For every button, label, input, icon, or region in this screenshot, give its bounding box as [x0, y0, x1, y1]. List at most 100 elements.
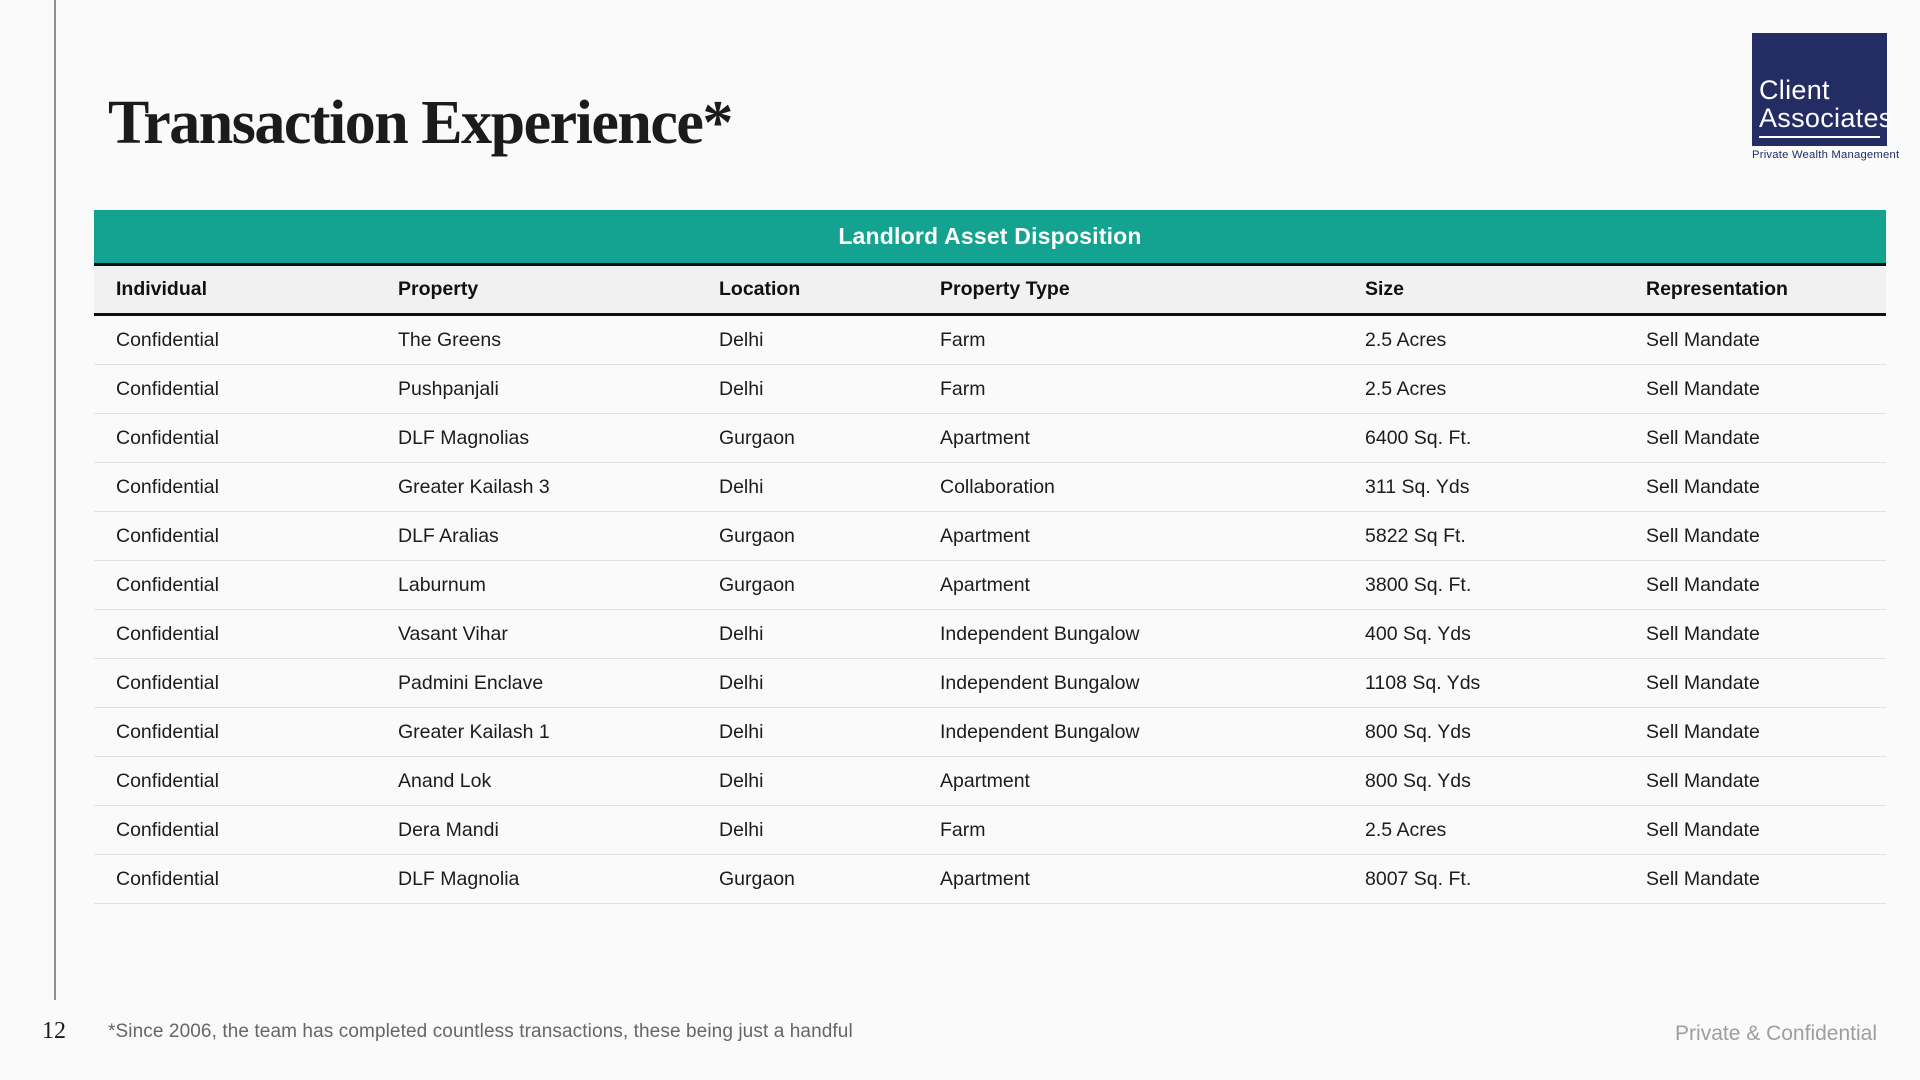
table-cell: Sell Mandate: [1646, 622, 1760, 645]
table-cell: Sell Mandate: [1646, 720, 1760, 743]
table-cell: Apartment: [940, 573, 1030, 596]
table-cell: Confidential: [116, 573, 219, 596]
table-cell: DLF Magnolia: [398, 867, 520, 890]
table-title-bar: Landlord Asset Disposition: [94, 210, 1886, 266]
table-cell: Confidential: [116, 622, 219, 645]
column-header: Individual: [116, 278, 208, 300]
table-cell: Confidential: [116, 328, 219, 351]
table-cell: 800 Sq. Yds: [1365, 720, 1471, 743]
table-row: Confidential Dera Mandi Delhi Farm 2.5 Acres…: [94, 806, 1886, 855]
table-cell: Collaboration: [940, 475, 1055, 498]
column-header: Representation: [1646, 278, 1788, 300]
table-cell: 800 Sq. Yds: [1365, 769, 1471, 792]
table-cell: Independent Bungalow: [940, 622, 1140, 645]
table-cell: 400 Sq. Yds: [1365, 622, 1471, 645]
table-cell: Sell Mandate: [1646, 671, 1760, 694]
logo-line2: Associates: [1759, 104, 1892, 138]
table-cell: Confidential: [116, 818, 219, 841]
table-row: Confidential DLF Magnolias Gurgaon Apartmen…: [94, 414, 1886, 463]
table-cell: Apartment: [940, 769, 1030, 792]
table-cell: Confidential: [116, 377, 219, 400]
table-cell: Farm: [940, 818, 986, 841]
table-cell: Sell Mandate: [1646, 818, 1760, 841]
table-row: Confidential Greater Kailash 1 Delhi Indepe…: [94, 708, 1886, 757]
table-cell: Apartment: [940, 867, 1030, 890]
table-cell: 3800 Sq. Ft.: [1365, 573, 1472, 596]
table-cell: Anand Lok: [398, 769, 492, 792]
table-row: Confidential Padmini Enclave Delhi Independ…: [94, 659, 1886, 708]
transaction-table: Landlord Asset Disposition Individual Pro…: [94, 210, 1886, 904]
table-cell: Farm: [940, 328, 986, 351]
table-cell: Padmini Enclave: [398, 671, 544, 694]
table-cell: Delhi: [719, 720, 764, 743]
table-cell: Independent Bungalow: [940, 720, 1140, 743]
table-cell: 5822 Sq Ft.: [1365, 524, 1466, 547]
table-cell: DLF Aralias: [398, 524, 499, 547]
table-cell: Sell Mandate: [1646, 328, 1760, 351]
logo-square: Client Associates: [1752, 33, 1892, 146]
table-cell: Laburnum: [398, 573, 486, 596]
table-cell: Greater Kailash 1: [398, 720, 550, 743]
table-row: Confidential DLF Magnolia Gurgaon Apartment…: [94, 855, 1886, 904]
table-cell: Dera Mandi: [398, 818, 499, 841]
table-cell: Gurgaon: [719, 426, 795, 449]
table-header-row: Individual Property Location Property Type S…: [94, 266, 1886, 316]
table-row: Confidential Pushpanjali Delhi Farm 2.5 Acre…: [94, 365, 1886, 414]
table-cell: 2.5 Acres: [1365, 818, 1447, 841]
table-cell: Sell Mandate: [1646, 475, 1760, 498]
table-cell: 8007 Sq. Ft.: [1365, 867, 1472, 890]
page-number: 12: [42, 1018, 66, 1044]
table-row: Confidential Greater Kailash 3 Delhi Collab…: [94, 463, 1886, 512]
table-cell: 311 Sq. Yds: [1365, 475, 1470, 498]
table-cell: Vasant Vihar: [398, 622, 508, 645]
confidential-label: Private & Confidential: [1675, 1022, 1877, 1045]
table-cell: Sell Mandate: [1646, 377, 1760, 400]
table-cell: Delhi: [719, 475, 764, 498]
logo-line1: Client: [1759, 74, 1830, 105]
table-cell: Delhi: [719, 377, 764, 400]
table-cell: Confidential: [116, 867, 219, 890]
table-body: Confidential The Greens Delhi Farm 2.5 Acres…: [94, 316, 1886, 904]
table-cell: Gurgaon: [719, 573, 795, 596]
table-cell: Confidential: [116, 769, 219, 792]
page-title: Transaction Experience*: [108, 89, 733, 157]
table-row: Confidential Laburnum Gurgaon Apartment 3800…: [94, 561, 1886, 610]
table-cell: Delhi: [719, 769, 764, 792]
table-cell: Confidential: [116, 720, 219, 743]
table-cell: Delhi: [719, 818, 764, 841]
table-cell: Apartment: [940, 524, 1030, 547]
left-accent-rule: [54, 0, 56, 1000]
table-cell: DLF Magnolias: [398, 426, 530, 449]
logo-tagline: Private Wealth Management: [1752, 149, 1900, 161]
table-cell: Delhi: [719, 328, 764, 351]
column-header: Property Type: [940, 278, 1070, 300]
column-header: Size: [1365, 278, 1405, 300]
table-cell: Sell Mandate: [1646, 573, 1760, 596]
table-cell: Sell Mandate: [1646, 769, 1760, 792]
table-cell: Farm: [940, 377, 986, 400]
table-cell: 1108 Sq. Yds: [1365, 671, 1481, 694]
column-header: Location: [719, 278, 801, 300]
table-cell: Confidential: [116, 671, 219, 694]
table-cell: Gurgaon: [719, 867, 795, 890]
column-header: Property: [398, 278, 479, 300]
table-cell: Confidential: [116, 475, 219, 498]
table-cell: Pushpanjali: [398, 377, 499, 400]
table-row: Confidential DLF Aralias Gurgaon Apartment 5…: [94, 512, 1886, 561]
table-cell: Delhi: [719, 622, 764, 645]
table-cell: Independent Bungalow: [940, 671, 1140, 694]
footnote: *Since 2006, the team has completed coun…: [108, 1021, 853, 1042]
table-cell: Delhi: [719, 671, 764, 694]
table-cell: 6400 Sq. Ft.: [1365, 426, 1472, 449]
table-cell: Greater Kailash 3: [398, 475, 550, 498]
table-cell: The Greens: [398, 328, 501, 351]
table-row: Confidential Vasant Vihar Delhi Independent…: [94, 610, 1886, 659]
table-cell: Gurgaon: [719, 524, 795, 547]
table-cell: Apartment: [940, 426, 1030, 449]
table-cell: Sell Mandate: [1646, 867, 1760, 890]
table-cell: Sell Mandate: [1646, 524, 1760, 547]
table-cell: 2.5 Acres: [1365, 328, 1447, 351]
table-row: Confidential The Greens Delhi Farm 2.5 Acres…: [94, 316, 1886, 365]
table-cell: Sell Mandate: [1646, 426, 1760, 449]
client-associates-logo: Client Associates Private Wealth Managem…: [1752, 33, 1900, 161]
